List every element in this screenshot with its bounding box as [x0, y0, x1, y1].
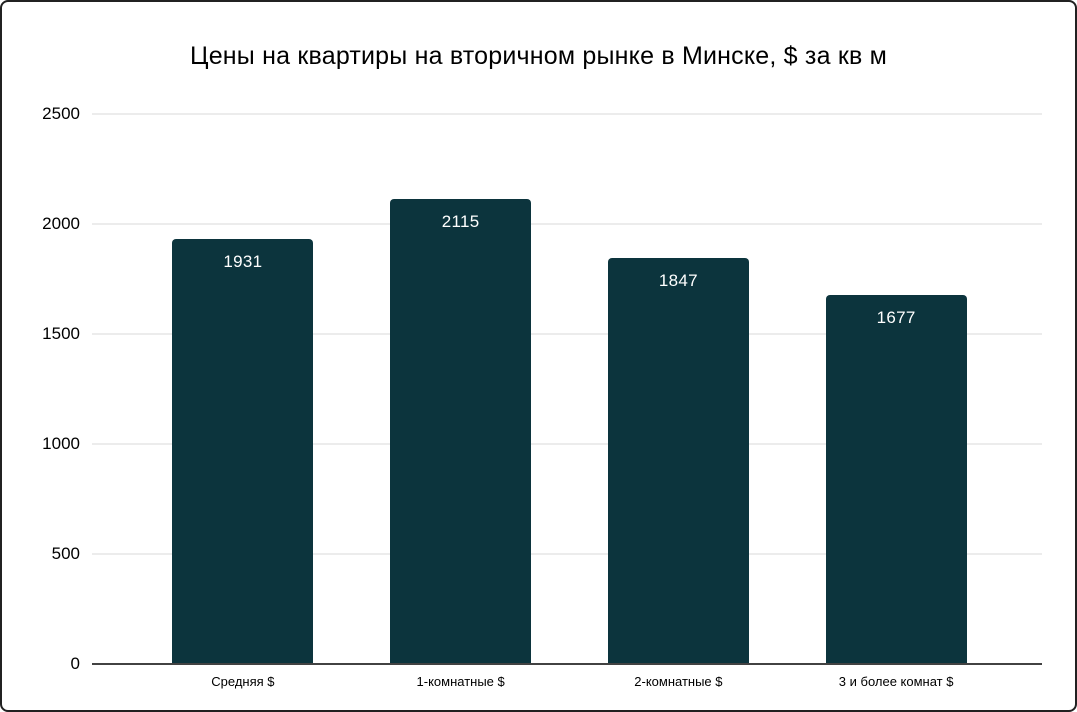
y-tick-label: 500 — [51, 544, 80, 563]
plot-area: 1931 2115 1847 1677 — [92, 113, 1042, 665]
x-category-label: Средняя $ — [211, 674, 275, 689]
bar: 1677 — [825, 295, 967, 664]
bar-value-label: 1677 — [876, 308, 916, 328]
x-category-label: 2-комнатные $ — [634, 674, 723, 689]
y-tick-label: 0 — [70, 654, 80, 673]
chart-title: Цены на квартиры на вторичном рынке в Ми… — [190, 42, 887, 70]
x-category-label: 3 и более комнат $ — [838, 674, 954, 689]
bar-value-label: 2115 — [441, 211, 480, 231]
bar: 1847 — [607, 257, 749, 664]
gridline — [92, 443, 1042, 445]
x-category-label: 1-комнатные $ — [416, 674, 505, 689]
y-tick-label: 2000 — [42, 214, 80, 233]
gridline — [92, 553, 1042, 555]
gridline — [92, 113, 1042, 115]
y-axis-labels: 0 500 1000 1500 2000 2500 — [2, 104, 80, 673]
y-tick-label: 1500 — [42, 324, 80, 343]
bar-value-label: 1931 — [223, 252, 263, 272]
y-tick-label: 1000 — [42, 434, 80, 453]
x-axis-baseline — [92, 663, 1042, 665]
bar-value-label: 1847 — [658, 270, 698, 290]
x-axis-labels: Средняя $ 1-комнатные $ 2-комнатные $ 3 и б… — [92, 674, 1042, 694]
bar: 2115 — [390, 198, 532, 664]
bar: 1931 — [172, 239, 314, 664]
gridline — [92, 333, 1042, 335]
gridline — [92, 223, 1042, 225]
y-tick-label: 2500 — [42, 104, 80, 123]
